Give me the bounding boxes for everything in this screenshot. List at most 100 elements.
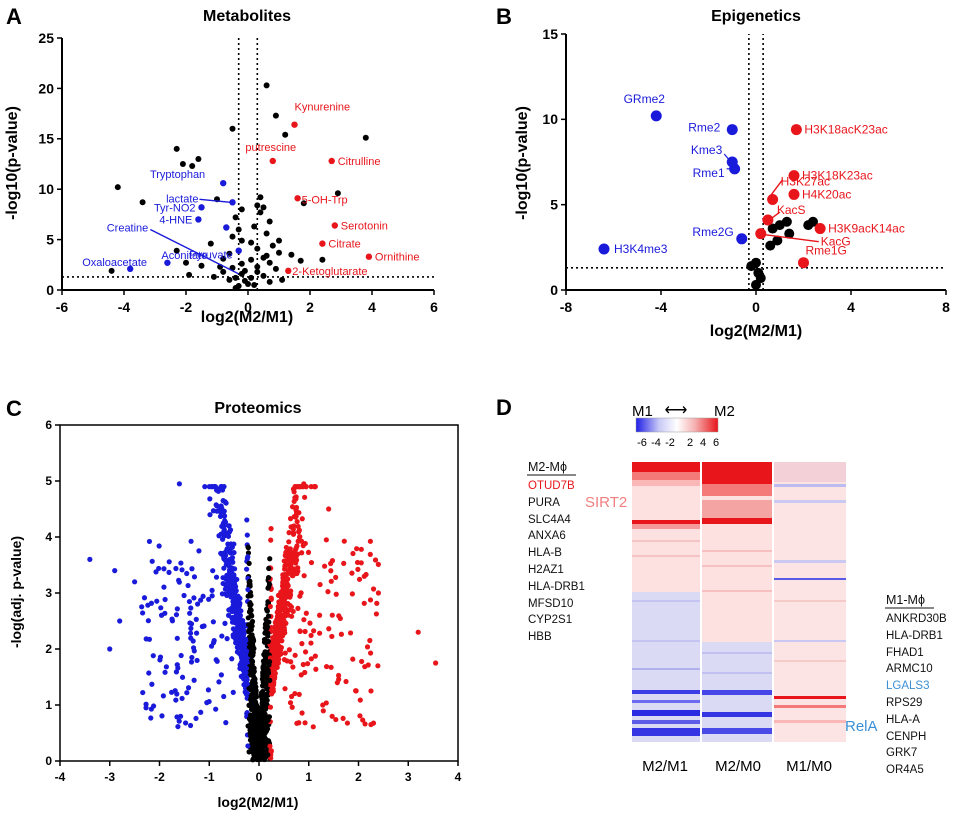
data-point bbox=[245, 586, 251, 593]
data-point bbox=[254, 756, 260, 763]
data-point bbox=[230, 559, 236, 565]
color-scale-tick: -6 bbox=[637, 437, 647, 449]
data-point bbox=[254, 268, 261, 275]
x-tick-label: -8 bbox=[560, 299, 573, 315]
data-point bbox=[270, 686, 276, 692]
panel-b-letter: B bbox=[496, 4, 512, 29]
data-point bbox=[223, 582, 230, 588]
data-point bbox=[650, 110, 662, 122]
data-point bbox=[251, 669, 257, 675]
data-point bbox=[372, 557, 379, 563]
data-point bbox=[278, 589, 285, 595]
data-point bbox=[254, 263, 261, 270]
data-point bbox=[286, 530, 292, 536]
panel-c-letter: C bbox=[6, 396, 22, 421]
data-point bbox=[193, 715, 199, 722]
data-point bbox=[235, 247, 242, 254]
data-point bbox=[174, 635, 180, 641]
point-label: GRme2 bbox=[624, 92, 666, 106]
data-point bbox=[198, 709, 204, 715]
data-point bbox=[263, 252, 270, 259]
data-point bbox=[361, 573, 367, 579]
data-point bbox=[166, 559, 172, 565]
data-point bbox=[276, 237, 282, 244]
data-point bbox=[296, 527, 302, 533]
data-point bbox=[357, 713, 363, 719]
data-point bbox=[249, 619, 255, 626]
data-point bbox=[238, 260, 245, 267]
data-point bbox=[209, 593, 215, 599]
data-point bbox=[308, 656, 314, 662]
data-point bbox=[729, 163, 741, 175]
data-point bbox=[221, 693, 227, 700]
heatmap-cell bbox=[632, 600, 700, 602]
data-point bbox=[156, 565, 162, 572]
data-point bbox=[194, 601, 201, 607]
data-point bbox=[195, 155, 202, 162]
data-point bbox=[210, 273, 217, 280]
data-point bbox=[188, 538, 194, 544]
data-point bbox=[268, 525, 274, 532]
data-point bbox=[162, 669, 168, 675]
data-point bbox=[220, 520, 226, 526]
data-point bbox=[157, 654, 164, 660]
data-point bbox=[302, 720, 308, 726]
data-point bbox=[356, 576, 363, 582]
data-point bbox=[178, 713, 184, 719]
point-label: Citrate bbox=[328, 239, 360, 251]
data-point bbox=[299, 550, 305, 556]
data-point bbox=[349, 591, 355, 597]
data-point bbox=[257, 194, 264, 201]
legend-arrow-icon: ⟷ bbox=[665, 402, 688, 419]
data-point bbox=[765, 240, 776, 251]
gene-label: HLA-A bbox=[886, 713, 920, 726]
gene-label: OR4A5 bbox=[886, 764, 924, 777]
data-point bbox=[244, 681, 250, 687]
data-point bbox=[220, 575, 226, 581]
data-point bbox=[260, 712, 266, 718]
data-point bbox=[320, 708, 326, 714]
data-point bbox=[244, 566, 250, 572]
data-point bbox=[276, 249, 282, 256]
data-point bbox=[209, 587, 215, 593]
data-point bbox=[755, 228, 767, 240]
heatmap-cell bbox=[632, 640, 700, 642]
heatmap-col-label: M2/M0 bbox=[715, 758, 761, 775]
heatmap-cell bbox=[774, 660, 846, 662]
x-tick-label: -6 bbox=[56, 299, 69, 315]
data-point bbox=[265, 613, 272, 619]
data-point bbox=[238, 206, 245, 213]
data-point bbox=[189, 566, 195, 572]
point-label: H3K18acK23ac bbox=[804, 123, 887, 137]
data-point bbox=[158, 605, 164, 611]
data-point bbox=[229, 571, 235, 577]
data-point bbox=[194, 657, 200, 664]
panel-d-letter: D bbox=[496, 395, 512, 420]
data-point bbox=[364, 644, 371, 650]
gene-label: ANXA6 bbox=[528, 530, 566, 543]
data-point bbox=[746, 261, 757, 272]
color-scale-tick: -2 bbox=[665, 437, 675, 449]
data-point bbox=[328, 578, 334, 584]
data-point bbox=[368, 721, 374, 728]
data-point bbox=[267, 743, 273, 749]
panel-b-title: Epigenetics bbox=[711, 8, 801, 25]
data-point bbox=[214, 658, 220, 664]
data-point bbox=[207, 496, 213, 502]
data-point bbox=[283, 549, 289, 555]
data-point bbox=[185, 685, 192, 691]
x-tick-label: 0 bbox=[244, 299, 252, 315]
data-point bbox=[191, 574, 198, 580]
data-point bbox=[161, 566, 167, 572]
data-point bbox=[236, 633, 243, 639]
data-point bbox=[198, 262, 205, 269]
data-point bbox=[259, 705, 265, 711]
point-label: H3K4me3 bbox=[614, 242, 668, 256]
data-point bbox=[301, 617, 307, 623]
data-point bbox=[179, 695, 185, 702]
leader-line bbox=[771, 211, 781, 219]
panel-a-xlabel: log2(M2/M1) bbox=[201, 309, 293, 326]
data-point bbox=[230, 634, 236, 640]
data-point bbox=[175, 723, 181, 730]
data-point bbox=[344, 720, 351, 726]
